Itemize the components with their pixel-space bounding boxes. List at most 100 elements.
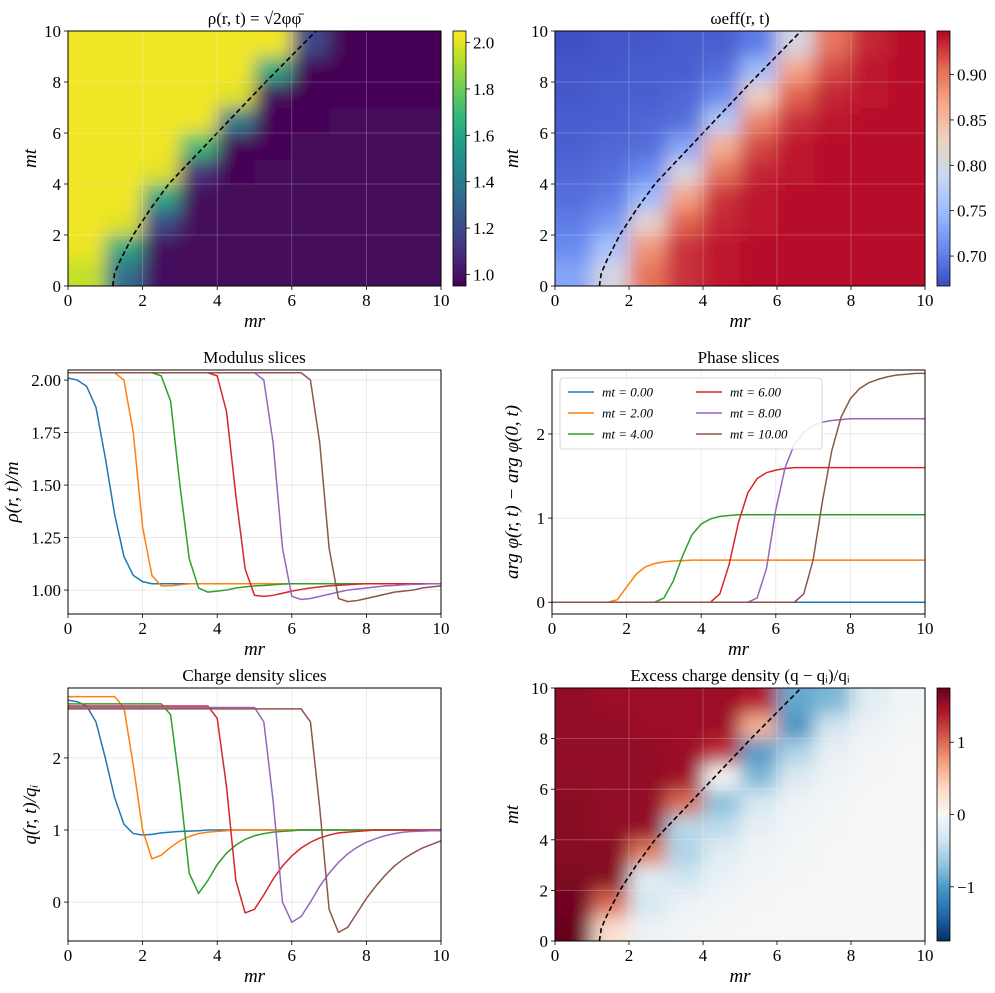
heatmap-cell (703, 82, 741, 109)
heatmap-cell (851, 789, 889, 816)
heatmap-cell (254, 56, 293, 83)
heatmap-cell (329, 158, 367, 185)
heatmap-cell (179, 56, 218, 83)
heatmap-cell (592, 107, 630, 134)
heatmap-cell (629, 738, 667, 765)
legend-label: mt = 6.00 (730, 385, 782, 400)
series-line (68, 371, 441, 601)
heatmap-cell (666, 890, 704, 917)
y-axis-label: mt (502, 148, 523, 168)
heatmap-cell (740, 738, 778, 765)
x-tick-label: 8 (846, 619, 855, 638)
heatmap-cell (592, 738, 630, 765)
chart-title: Modulus slices (203, 348, 305, 367)
x-tick-label: 6 (773, 291, 782, 310)
x-tick-label: 2 (622, 619, 631, 638)
y-tick-label: 0 (53, 277, 62, 296)
heatmap-cell (179, 260, 218, 286)
y-tick-label: 10 (531, 22, 548, 41)
plot-data (68, 31, 441, 286)
heatmap-cell (179, 158, 218, 185)
heatmap-cell (592, 184, 630, 211)
heatmap-cell (555, 738, 593, 765)
chart-title: Charge density slices (182, 666, 326, 685)
heatmap-cell (740, 209, 778, 236)
y-axis-label: arg φ(r, t) − arg φ(0, t) (502, 405, 523, 579)
heatmap-cell (142, 158, 181, 185)
heatmap-cell (814, 688, 852, 714)
heatmap-cells (68, 31, 441, 286)
colorbar-tick-label: 0 (957, 806, 966, 825)
chart-title: Excess charge density (q − qᵢ)/qᵢ (630, 666, 849, 685)
heatmap-cell (291, 133, 330, 160)
grid (67, 370, 442, 614)
series-line (552, 513, 925, 603)
heatmap-cell (740, 789, 778, 816)
colorbar-tick-label: −1 (957, 878, 975, 897)
heatmap-cell (629, 890, 667, 917)
heatmap-cell (366, 133, 405, 160)
heatmap-cell (740, 865, 778, 891)
heatmap-cell (592, 56, 630, 83)
heatmap-cell (105, 260, 144, 286)
x-axis-label: mr (729, 311, 751, 332)
heatmap-cell (592, 688, 630, 714)
heatmap-cell (254, 184, 293, 211)
y-tick-label: 8 (540, 73, 549, 92)
heatmap-cell (329, 184, 367, 211)
x-tick-label: 0 (551, 291, 560, 310)
heatmap-cell (703, 915, 741, 941)
heatmap-cell (703, 865, 741, 891)
plot-data (555, 688, 925, 941)
y-axis-label: mt (20, 148, 41, 168)
chart-title: ωeff(r, t) (710, 9, 769, 28)
colorbar-tick-label: 0.70 (957, 247, 987, 266)
heatmap-cell (329, 82, 367, 109)
x-tick-label: 10 (917, 946, 934, 965)
heatmap-cell (851, 31, 889, 58)
heatmap-cell (777, 814, 815, 841)
heatmap-cell (366, 82, 405, 109)
heatmap-cell (555, 688, 593, 714)
heatmap-cell (403, 209, 441, 236)
y-tick-label: 0 (537, 593, 546, 612)
colorbar (452, 30, 467, 287)
y-tick-label: 4 (540, 831, 549, 850)
x-axis-label: mr (244, 639, 266, 660)
legend-label: mt = 8.00 (730, 406, 782, 421)
heatmap-cell (592, 260, 630, 286)
heatmap-cell (329, 107, 367, 134)
heatmap-cell (179, 82, 218, 109)
axes-frame (67, 369, 442, 615)
heatmap-cell (629, 713, 667, 740)
axes-frame (67, 687, 442, 942)
heatmap-cell (68, 133, 106, 160)
series-line (68, 706, 441, 924)
heatmap-cell (814, 814, 852, 841)
heatmap-cell (179, 107, 218, 134)
heatmap-cell (888, 158, 925, 185)
heatmap-cell (366, 56, 405, 83)
y-tick-label: 1.50 (31, 476, 61, 495)
heatmap-cell (814, 184, 852, 211)
y-tick-label: 1 (53, 821, 62, 840)
heatmap-cell (68, 56, 106, 83)
heatmap-cell (592, 713, 630, 740)
heatmap-cell (666, 133, 704, 160)
heatmap-cell (888, 82, 925, 109)
lines (552, 372, 925, 603)
series-line (68, 703, 441, 895)
heatmap-cell (777, 865, 815, 891)
heatmap-cell (814, 839, 852, 866)
heatmap-cells (555, 688, 925, 941)
heatmap-cell (740, 890, 778, 917)
heatmap-cell (851, 209, 889, 236)
y-axis-label: ρ(r, t)/m (2, 462, 23, 524)
heatmap-cell (366, 31, 405, 58)
heatmap-cell (629, 107, 667, 134)
axes-frame (554, 30, 926, 287)
heatmap-cell (291, 56, 330, 83)
heatmap-cell (888, 107, 925, 134)
heatmap-cell (592, 763, 630, 790)
